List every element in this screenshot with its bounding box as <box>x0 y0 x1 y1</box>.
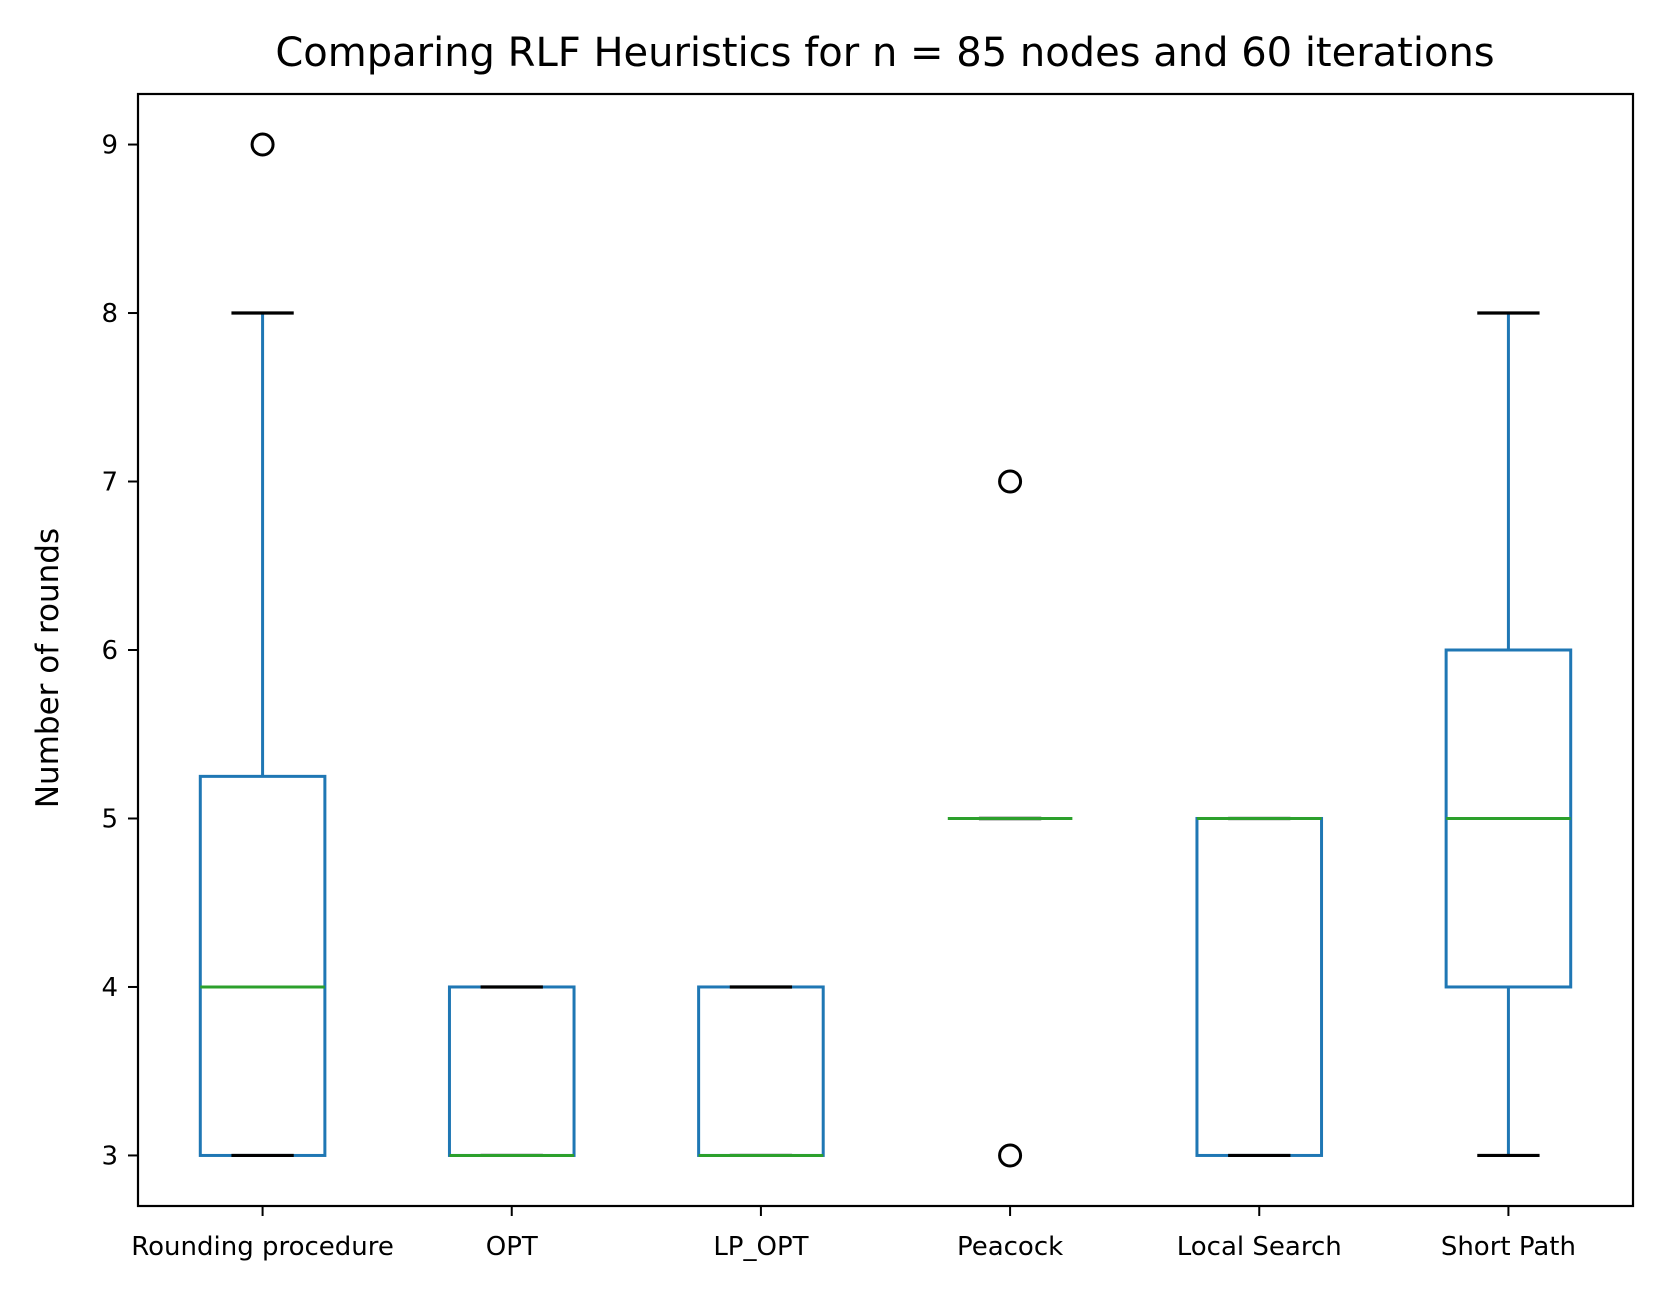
y-tick-label: 3 <box>101 1141 118 1171</box>
y-tick-label: 5 <box>101 804 118 834</box>
outlier-point <box>998 1143 1023 1168</box>
y-tick-label: 6 <box>101 636 118 666</box>
y-tick-label: 7 <box>101 468 118 498</box>
chart-title: Comparing RLF Heuristics for n = 85 node… <box>275 30 1494 76</box>
outlier-point <box>998 469 1023 494</box>
box-body <box>198 774 327 1157</box>
plot-frame <box>136 92 1635 1208</box>
x-tick-label: Peacock <box>957 1232 1063 1262</box>
y-tick-label: 8 <box>101 299 118 329</box>
y-tick-label: 9 <box>101 131 118 161</box>
x-tick-label: LP_OPT <box>713 1232 808 1262</box>
box-body <box>697 985 825 1157</box>
x-tick-label: Short Path <box>1441 1232 1576 1262</box>
x-tick-label: Local Search <box>1177 1232 1342 1262</box>
y-tick-label: 4 <box>101 973 118 1003</box>
x-tick-label: OPT <box>486 1232 538 1262</box>
outlier-point <box>250 132 275 157</box>
x-tick-label: Rounding procedure <box>131 1232 394 1262</box>
plot-area: 3 4 5 6 7 8 9 Rounding procedure OPT LP_OPT Peacoc… <box>101 131 1576 1262</box>
y-axis-label: Number of rounds <box>30 528 66 808</box>
box-body <box>1195 816 1324 1157</box>
box-body <box>447 985 576 1157</box>
